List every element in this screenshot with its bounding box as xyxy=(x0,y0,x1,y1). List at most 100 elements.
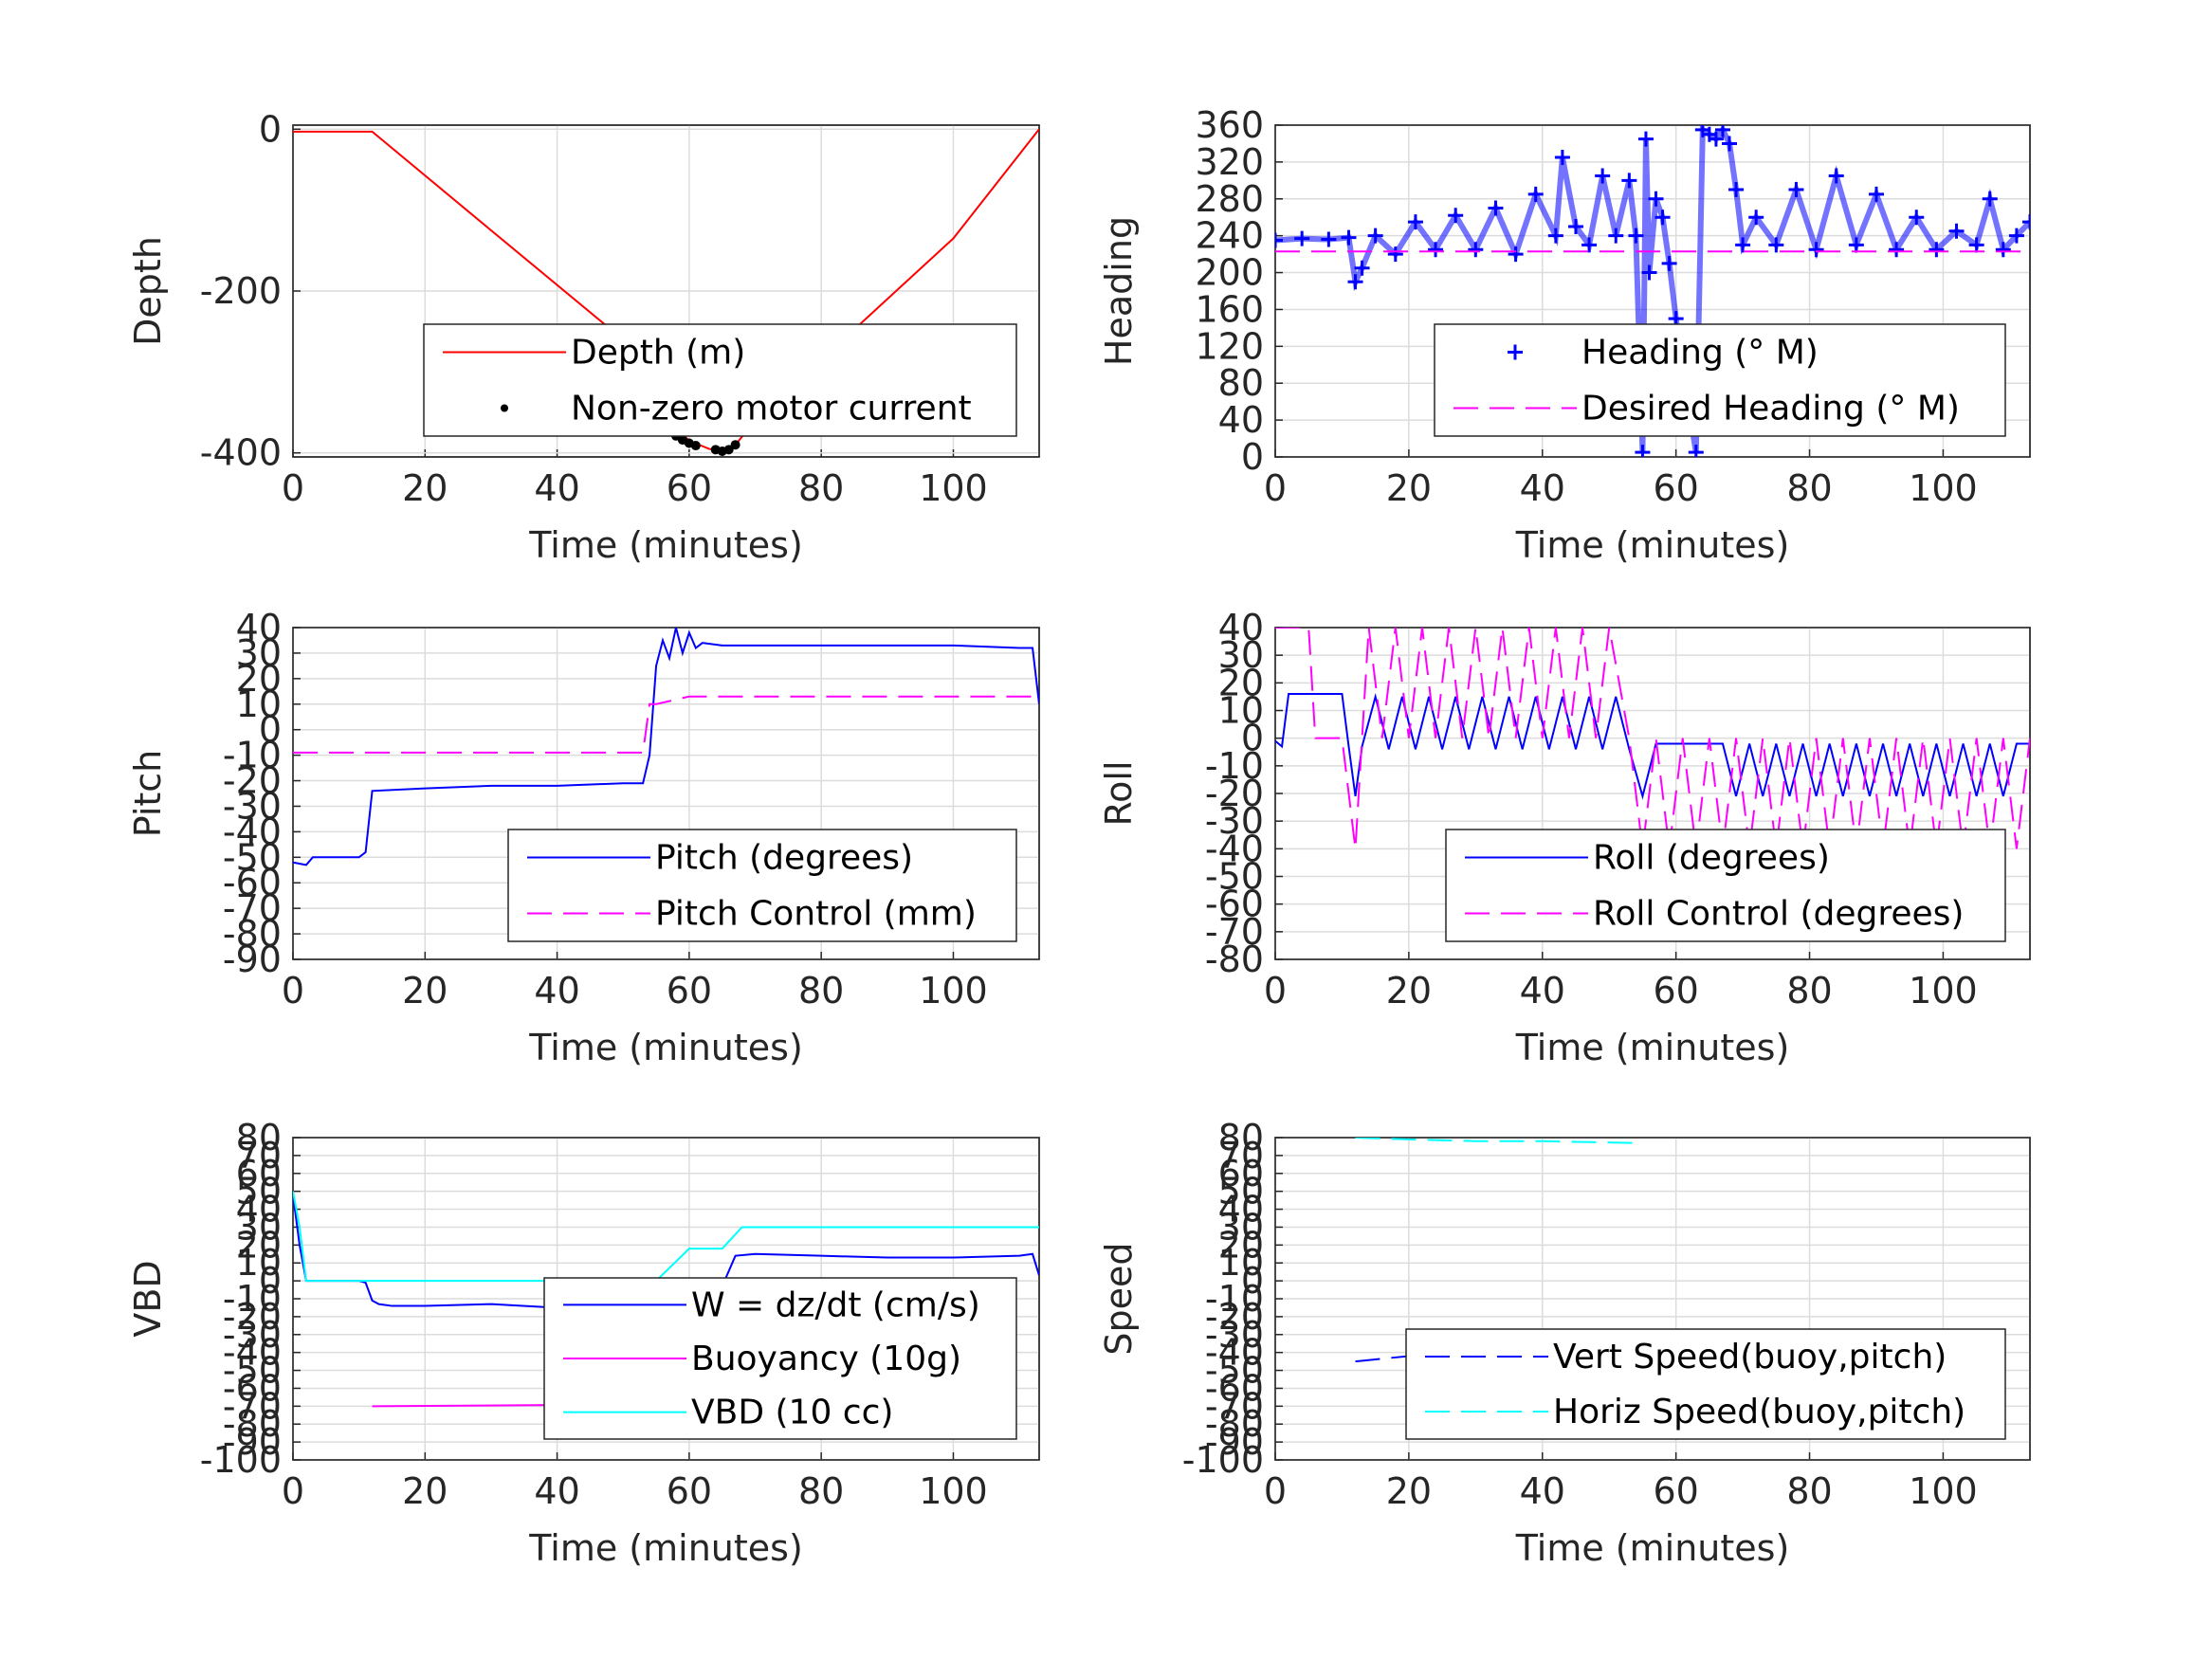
legend-box xyxy=(507,829,1017,942)
y-tick-label: 60 xyxy=(1218,1153,1264,1194)
y-tick-label: -40 xyxy=(1205,828,1264,869)
legend-entry-label: Pitch Control (mm) xyxy=(655,895,977,934)
y-tick-label: -50 xyxy=(1205,1350,1264,1392)
y-tick-label: 10 xyxy=(236,684,282,725)
y-tick-label: 240 xyxy=(1195,215,1264,257)
x-tick-label: 60 xyxy=(1653,1470,1698,1512)
x-tick-label: 20 xyxy=(402,1470,448,1512)
y-tick-label: 0 xyxy=(1241,718,1264,759)
series-2-line xyxy=(293,695,1039,754)
legend-entry-label: Buoyancy (10g) xyxy=(691,1340,961,1378)
x-axis-label: Time (minutes) xyxy=(1515,1027,1790,1068)
x-axis-label: Time (minutes) xyxy=(528,524,803,566)
y-tick-label: 20 xyxy=(236,658,282,700)
x-tick-label: 100 xyxy=(919,970,988,1012)
y-tick-label: 30 xyxy=(236,1206,282,1248)
y-tick-label: 50 xyxy=(1218,1171,1264,1212)
y-tick-label: 20 xyxy=(236,1224,282,1266)
x-tick-label: 60 xyxy=(1653,467,1698,509)
series-2-line xyxy=(1355,1138,1636,1144)
y-tick-label: -10 xyxy=(1205,1278,1264,1320)
x-axis-label: Time (minutes) xyxy=(1515,524,1790,566)
x-tick-label: 40 xyxy=(1520,970,1565,1012)
y-tick-label: -100 xyxy=(1182,1439,1264,1481)
x-tick-label: 80 xyxy=(1786,1470,1832,1512)
x-tick-label: 100 xyxy=(1909,467,1978,509)
y-tick-label: -50 xyxy=(223,1350,282,1392)
y-tick-label: 360 xyxy=(1195,104,1264,146)
x-tick-label: 0 xyxy=(282,1470,304,1512)
chart-panel-3: 0 20 40 60 80 100403020100-10-20-30-40-50-60-… xyxy=(127,607,1040,1068)
x-tick-label: 0 xyxy=(1264,970,1287,1012)
legend-box xyxy=(1434,323,2006,437)
y-tick-label: 160 xyxy=(1195,288,1264,330)
x-tick-label: 20 xyxy=(1386,1470,1432,1512)
x-tick-label: 20 xyxy=(1386,467,1432,509)
y-tick-label: 70 xyxy=(236,1135,282,1176)
series-2-point xyxy=(723,445,734,455)
series-1-line xyxy=(293,628,1039,866)
chart-panel-5: 0 20 40 60 80 10080706050403020100-10-20-30-4… xyxy=(127,1117,1040,1569)
x-tick-label: 60 xyxy=(667,970,712,1012)
legend-entry-label: Horiz Speed(buoy,pitch) xyxy=(1553,1393,1965,1431)
x-tick-label: 60 xyxy=(1653,970,1698,1012)
y-tick-label: -70 xyxy=(223,887,282,929)
y-tick-label: 120 xyxy=(1195,325,1264,367)
y-tick-label: 0 xyxy=(1241,1260,1264,1302)
y-tick-label: -200 xyxy=(200,270,282,312)
x-tick-label: 0 xyxy=(1264,1470,1287,1512)
legend: Heading (° M) Desired Heading (° M) xyxy=(1434,323,2006,437)
x-tick-label: 100 xyxy=(919,467,988,509)
y-tick-label: -70 xyxy=(1205,1385,1264,1427)
x-tick-label: 60 xyxy=(667,1470,712,1512)
y-tick-label: -10 xyxy=(223,735,282,776)
legend-entry-label: Heading (° M) xyxy=(1581,334,1819,373)
y-tick-label: 50 xyxy=(236,1171,282,1212)
legend-entry-label: Roll Control (degrees) xyxy=(1593,895,1964,934)
y-tick-label: -40 xyxy=(223,811,282,852)
y-tick-label: -30 xyxy=(223,785,282,827)
x-axis-label: Time (minutes) xyxy=(528,1027,803,1068)
series-2-point xyxy=(690,441,701,451)
y-axis-label: Heading xyxy=(1098,216,1140,366)
x-tick-label: 80 xyxy=(798,467,844,509)
legend-sample-marker xyxy=(501,404,508,412)
y-axis-label: Depth xyxy=(127,236,169,346)
y-tick-label: 80 xyxy=(1218,362,1264,404)
x-tick-label: 0 xyxy=(1264,467,1287,509)
legend-box xyxy=(1405,1328,2006,1440)
x-tick-label: 40 xyxy=(1520,1470,1565,1512)
x-tick-label: 40 xyxy=(534,467,579,509)
y-tick-label: -80 xyxy=(1205,1403,1264,1445)
legend: Pitch (degrees) Pitch Control (mm) xyxy=(507,829,1017,942)
y-tick-label: 80 xyxy=(1218,1117,1264,1158)
y-tick-label: 280 xyxy=(1195,178,1264,220)
y-tick-label: -10 xyxy=(1205,745,1264,787)
legend-box xyxy=(1445,829,2006,942)
legend-entry-label: Depth (m) xyxy=(571,334,745,373)
x-tick-label: 40 xyxy=(534,970,579,1012)
x-tick-label: 20 xyxy=(402,970,448,1012)
axes-frame xyxy=(292,627,1040,960)
x-tick-label: 80 xyxy=(1786,467,1832,509)
y-tick-label: -90 xyxy=(1205,1421,1264,1463)
y-tick-label: 30 xyxy=(1218,1206,1264,1248)
y-tick-label: 10 xyxy=(1218,690,1264,732)
x-tick-label: 80 xyxy=(798,1470,844,1512)
y-tick-label: 40 xyxy=(1218,399,1264,441)
y-tick-label: -60 xyxy=(223,862,282,903)
series-1-trace xyxy=(1275,125,2030,453)
y-tick-label: 80 xyxy=(236,1117,282,1158)
y-tick-label: -90 xyxy=(223,939,282,980)
x-tick-label: 20 xyxy=(402,467,448,509)
x-tick-label: 0 xyxy=(282,970,304,1012)
legend-entry-label: Pitch (degrees) xyxy=(655,839,913,878)
y-tick-label: 40 xyxy=(236,1189,282,1231)
y-tick-label: 40 xyxy=(236,607,282,648)
y-tick-label: -70 xyxy=(223,1385,282,1427)
y-tick-label: -60 xyxy=(1205,884,1264,925)
y-tick-label: 30 xyxy=(1218,634,1264,676)
y-axis-label: Roll xyxy=(1098,760,1140,826)
axes-frame xyxy=(1274,124,2031,458)
legend: Roll (degrees) Roll Control (degrees) xyxy=(1445,829,2006,942)
